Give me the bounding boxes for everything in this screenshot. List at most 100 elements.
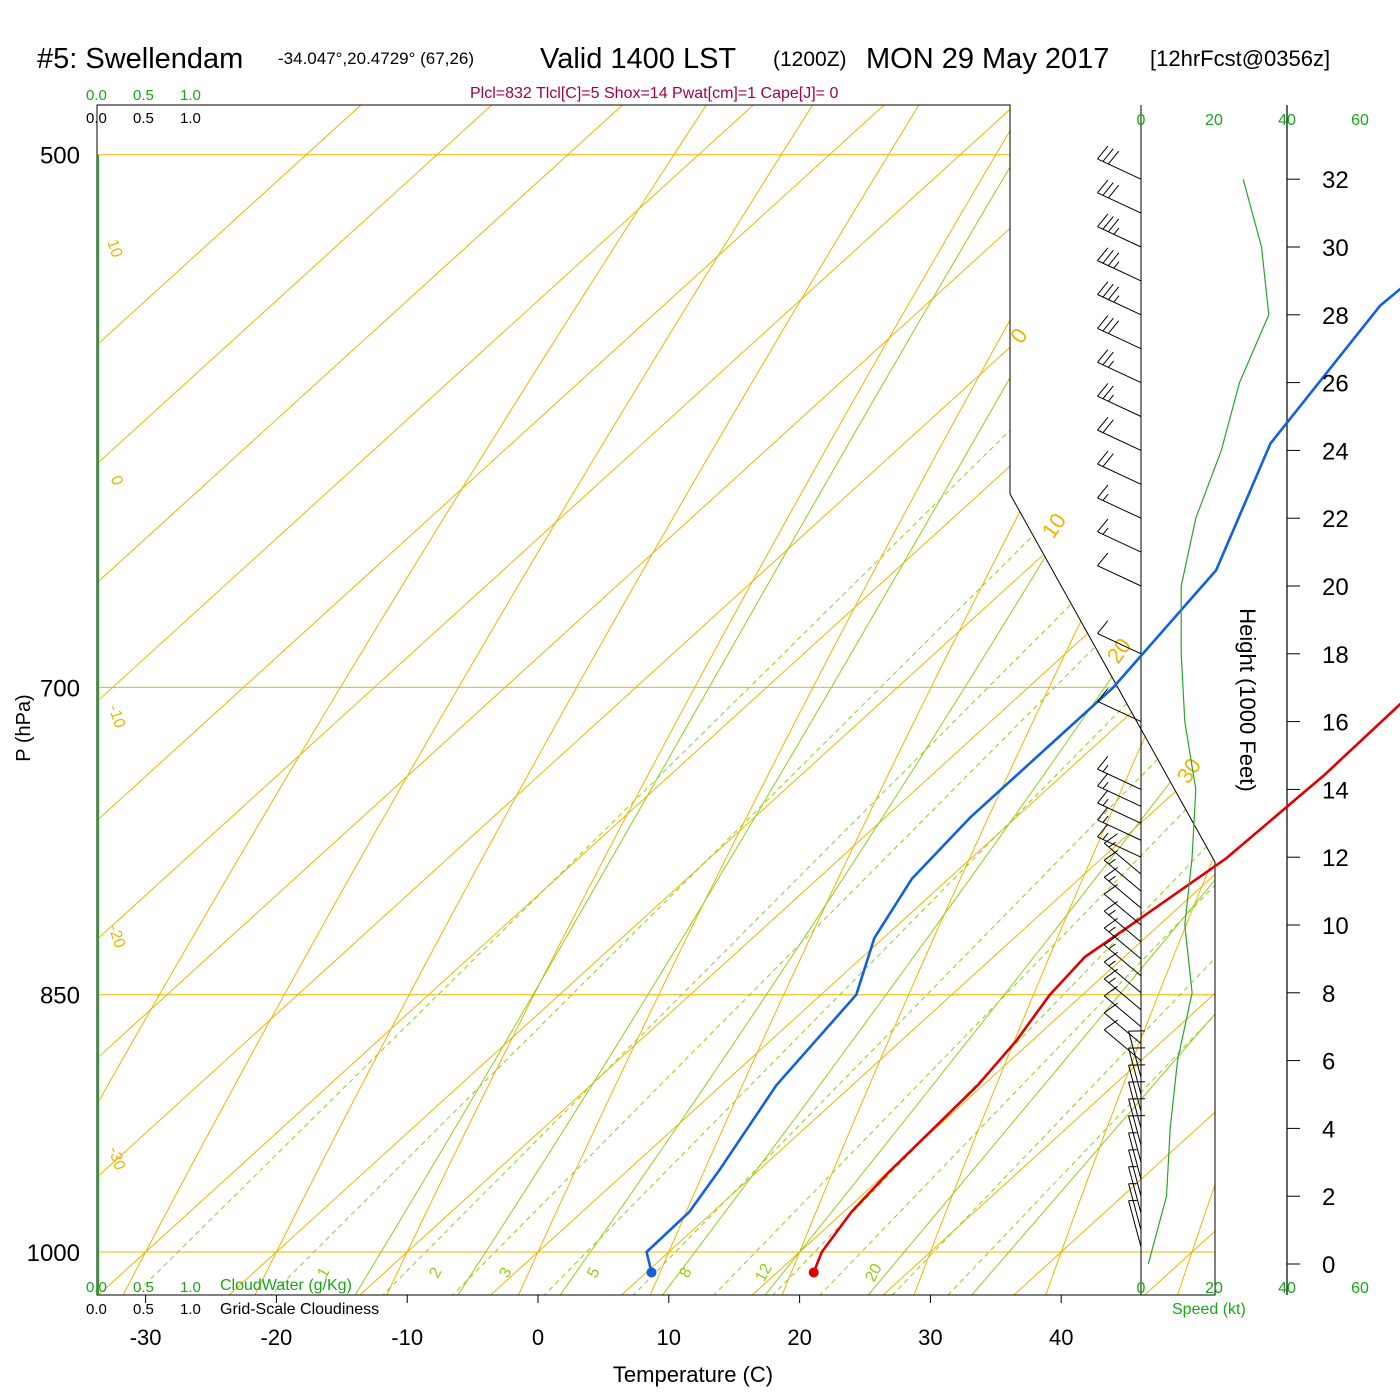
wind-barb — [1128, 1115, 1146, 1163]
wind-barb — [1097, 450, 1142, 485]
height-tick-label: 6 — [1322, 1049, 1335, 1076]
wind-barb — [1097, 383, 1142, 417]
isotherm-label: -30 — [105, 1145, 128, 1172]
height-tick-label: 28 — [1322, 303, 1349, 330]
wind-barb — [1097, 179, 1142, 214]
top-black-tick-0: 0.0 — [86, 110, 107, 127]
mixing-ratio-line — [374, 105, 1215, 1295]
speed-tick-top: 60 — [1351, 112, 1369, 129]
wind-barb — [1103, 884, 1142, 926]
height-axis-title: Height (1000 Feet) — [1235, 608, 1260, 791]
wind-barb — [1097, 349, 1142, 384]
dry-adiabat — [482, 105, 1215, 1295]
moist-adiabat — [503, 105, 1215, 1295]
speed-tick-bottom: 0 — [1137, 1280, 1146, 1297]
wind-barb — [1097, 806, 1142, 841]
isotherm-label: 0 — [1005, 324, 1033, 348]
mixing-ratio-line — [304, 105, 1215, 1295]
wind-barb — [1097, 213, 1142, 248]
temperature-line — [812, 702, 1400, 1273]
height-tick-label: 10 — [1322, 913, 1349, 940]
wind-barb — [1097, 484, 1142, 519]
speed-tick-top: 20 — [1205, 112, 1223, 129]
bottom-black-tick-2: 1.0 — [180, 1301, 201, 1318]
height-tick-label: 26 — [1322, 371, 1349, 398]
x-tick-label: 40 — [1049, 1325, 1073, 1350]
x-tick-label: 10 — [657, 1325, 681, 1350]
wind-barb — [1103, 1002, 1142, 1045]
wind-barb — [1097, 823, 1142, 858]
forecast-label: [12hrFcst@0356z] — [1150, 46, 1330, 71]
isotherm-label: 30 — [1172, 754, 1207, 788]
surface-dewpoint-marker — [646, 1267, 657, 1278]
bottom-green-tick-0: 0.0 — [86, 1279, 107, 1296]
isotherm-10 — [534, 105, 1215, 1295]
height-tick-label: 16 — [1322, 710, 1349, 737]
bottom-black-tick-0: 0.0 — [86, 1301, 107, 1318]
wind-barb — [1097, 247, 1142, 282]
wind-barb — [1097, 145, 1142, 180]
mixing-ratio-line — [466, 105, 1215, 1295]
cloudiness-label: Grid-Scale Cloudiness — [220, 1301, 379, 1318]
mixing-ratio-label: 20 — [862, 1261, 885, 1285]
dry-adiabat — [1151, 105, 1215, 1295]
wind-barb — [1128, 1064, 1146, 1112]
moist-adiabat — [306, 105, 1215, 1295]
mixing-ratio-line — [743, 105, 1215, 1295]
x-tick-label: 20 — [787, 1325, 811, 1350]
mixing-ratio-label: 2 — [426, 1265, 445, 1281]
station-title: #5: Swellendam — [37, 43, 243, 75]
isotherm-label: 10 — [103, 238, 125, 260]
dry-adiabat — [349, 105, 1215, 1295]
wind-barb — [1128, 1047, 1146, 1095]
wind-barb — [1097, 281, 1142, 316]
top-cloudwater-scale: 0.0 0.5 1.0 — [86, 87, 201, 104]
mixing-ratio-label: 8 — [676, 1265, 695, 1281]
bottom-green-tick-2: 1.0 — [180, 1279, 201, 1296]
wind-barb — [1097, 518, 1142, 553]
y-tick-label: 1000 — [27, 1240, 80, 1267]
speed-tick-bottom: 20 — [1205, 1280, 1223, 1297]
isotherm-label: 0 — [107, 474, 126, 488]
isotherm--30 — [97, 105, 1215, 1295]
bottom-green-tick-1: 0.5 — [133, 1279, 154, 1296]
dry-adiabat — [215, 105, 1215, 1295]
mixing-ratio-label: 3 — [496, 1265, 515, 1281]
isotherm-label: 10 — [1037, 509, 1072, 543]
wind-barb — [1097, 688, 1142, 723]
isotherm-20 — [665, 105, 1215, 1295]
dry-adiabat — [1017, 105, 1215, 1295]
isotherm-0 — [403, 105, 1215, 1295]
bottom-black-tick-1: 0.5 — [133, 1301, 154, 1318]
isotherm-label: -10 — [105, 703, 128, 730]
height-tick-label: 12 — [1322, 845, 1349, 872]
wind-barb — [1097, 416, 1142, 451]
wind-barb — [1128, 1081, 1146, 1129]
height-tick-label: 24 — [1322, 438, 1349, 465]
station-coords: -34.047°,20.4729° (67,26) — [278, 49, 474, 68]
x-tick-label: -10 — [391, 1325, 423, 1350]
top-green-tick-2: 1.0 — [180, 87, 201, 104]
valid-date: MON 29 May 2017 — [866, 43, 1109, 75]
height-tick-label: 22 — [1322, 506, 1349, 533]
plot-frame — [96, 104, 1216, 1296]
height-tick-label: 30 — [1322, 235, 1349, 262]
moist-adiabat — [903, 105, 1215, 1295]
height-tick-label: 32 — [1322, 167, 1349, 194]
y-axis-title: P (hPa) — [13, 694, 35, 761]
x-tick-label: 30 — [918, 1325, 942, 1350]
wind-barb — [1103, 833, 1142, 875]
speed-tick-bottom: 40 — [1278, 1280, 1296, 1297]
moist-adiabat — [701, 105, 1215, 1295]
y-tick-label: 850 — [40, 983, 80, 1010]
speed-tick-top: 0 — [1137, 112, 1146, 129]
dry-adiabat — [1286, 0, 1400, 1374]
wind-barb — [1097, 755, 1142, 790]
mixing-ratio-label: 12 — [752, 1261, 775, 1285]
mixing-ratio-line — [556, 105, 1215, 1295]
